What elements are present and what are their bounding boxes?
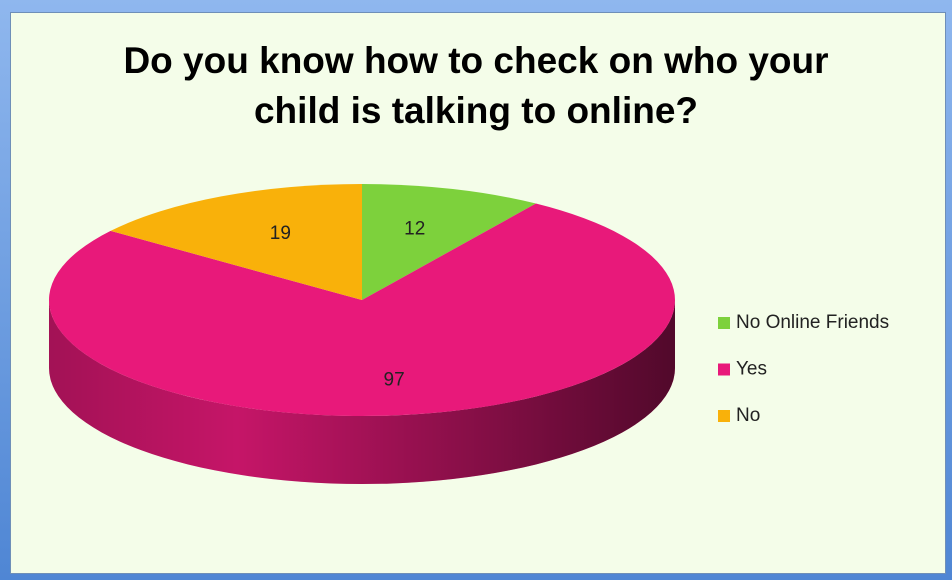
slice-side-shade <box>49 300 675 484</box>
legend-swatch <box>718 363 730 376</box>
legend-label: Yes <box>736 359 767 380</box>
slice <box>110 184 363 300</box>
data-label: 97 <box>384 370 405 391</box>
data-label: 19 <box>270 223 291 244</box>
slice <box>48 203 675 417</box>
legend-swatch <box>718 317 730 329</box>
chart-title: Do you know how to check on who your chi… <box>123 40 829 131</box>
legend-label: No <box>736 405 760 426</box>
legend-swatch <box>718 410 730 422</box>
slice <box>362 184 536 300</box>
data-label: 12 <box>404 219 425 240</box>
legend-label: No Online Friends <box>736 312 889 333</box>
